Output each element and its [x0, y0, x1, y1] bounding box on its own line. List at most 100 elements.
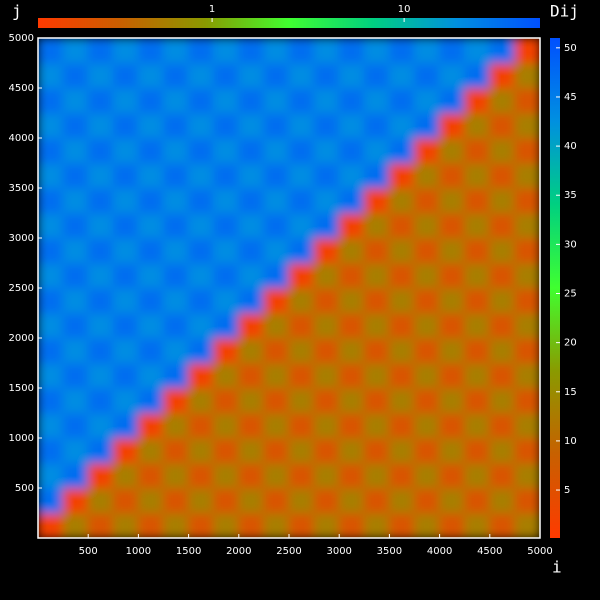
heatmap-cell	[414, 362, 441, 389]
heatmap-cell	[338, 462, 365, 489]
heatmap-cell	[514, 162, 540, 189]
heatmap-cell	[38, 62, 64, 89]
heatmap-cell	[313, 437, 340, 464]
heatmap-cell	[87, 38, 114, 64]
heatmap-cell	[62, 512, 89, 538]
heatmap-cell	[62, 87, 89, 114]
x-tick-label: 4500	[477, 546, 502, 557]
heatmap-cell	[112, 487, 139, 514]
heatmap-cell	[338, 262, 365, 289]
y-tick-label: 1500	[9, 383, 34, 394]
heatmap-cell	[137, 412, 164, 439]
heatmap-cell	[489, 162, 516, 189]
heatmap-cell	[414, 162, 441, 189]
heatmap-cell	[163, 212, 190, 239]
colorbar-tick-label: 30	[564, 239, 577, 250]
heatmap-cell	[464, 237, 491, 264]
colorbar-tick-label: 15	[564, 387, 577, 398]
heatmap-cell	[338, 487, 365, 514]
heatmap-cell	[363, 212, 390, 239]
heatmap-cell	[112, 212, 139, 239]
heatmap-cell	[112, 362, 139, 389]
heatmap-cell	[489, 237, 516, 264]
heatmap-cell	[38, 87, 64, 114]
heatmap-cell	[288, 387, 315, 414]
heatmap-cell	[137, 237, 164, 264]
heatmap-cell	[489, 512, 516, 538]
heatmap-cell	[489, 187, 516, 214]
heatmap-cell	[238, 337, 265, 364]
x-tick-label: 3000	[326, 546, 351, 557]
heatmap-cell	[213, 162, 240, 189]
heatmap-cell	[464, 462, 491, 489]
x-tick-label: 2000	[226, 546, 251, 557]
heatmap-cell	[338, 237, 365, 264]
heatmap-cell	[338, 162, 365, 189]
heatmap-cell	[112, 387, 139, 414]
heatmap-cell	[313, 112, 340, 139]
heatmap-cell	[288, 237, 315, 264]
top-colorbar	[38, 18, 540, 28]
heatmap-cell	[363, 62, 390, 89]
heatmap-cell	[188, 437, 215, 464]
heatmap-cell	[363, 38, 390, 64]
y-tick-label: 3000	[9, 233, 34, 244]
heatmap-cell	[489, 437, 516, 464]
heatmap-cell	[464, 187, 491, 214]
heatmap-cell	[137, 162, 164, 189]
heatmap-cell	[313, 387, 340, 414]
heatmap-cell	[87, 262, 114, 289]
heatmap-cell	[439, 162, 466, 189]
heatmap-cell	[112, 412, 139, 439]
heatmap-cell	[313, 212, 340, 239]
heatmap-cell	[263, 387, 290, 414]
heatmap-cell	[62, 362, 89, 389]
heatmap-cell	[288, 38, 315, 64]
heatmap-cell	[464, 512, 491, 538]
heatmap-cell	[388, 87, 415, 114]
heatmap-cell	[514, 262, 540, 289]
heatmap-cell	[464, 487, 491, 514]
heatmap-cell	[137, 512, 164, 538]
heatmap-cell	[388, 437, 415, 464]
heatmap-cell	[439, 312, 466, 339]
heatmap-cell	[414, 312, 441, 339]
heatmap-cell	[188, 262, 215, 289]
heatmap-cell	[439, 412, 466, 439]
heatmap-cell	[137, 462, 164, 489]
heatmap-cell	[313, 262, 340, 289]
heatmap-cell	[263, 262, 290, 289]
heatmap-cell	[439, 437, 466, 464]
heatmap-cell	[163, 38, 190, 64]
heatmap-cell	[514, 137, 540, 164]
heatmap-cell	[38, 112, 64, 139]
heatmap-cell	[62, 337, 89, 364]
heatmap-cell	[514, 287, 540, 314]
heatmap-cell	[263, 437, 290, 464]
colorbar-tick-label: 25	[564, 289, 577, 300]
heatmap-cell	[163, 287, 190, 314]
heatmap-cell	[464, 87, 491, 114]
heatmap-cell	[38, 187, 64, 214]
heatmap-cell	[163, 412, 190, 439]
heatmap-cell	[238, 212, 265, 239]
heatmap-cell	[263, 137, 290, 164]
heatmap-cell	[388, 212, 415, 239]
heatmap-cell	[288, 512, 315, 538]
heatmap-cell	[87, 137, 114, 164]
heatmap-cell	[163, 162, 190, 189]
heatmap-cell	[414, 287, 441, 314]
heatmap-cell	[489, 337, 516, 364]
heatmap-cell	[338, 312, 365, 339]
heatmap-cell	[514, 87, 540, 114]
heatmap-cell	[62, 162, 89, 189]
heatmap-cell	[137, 287, 164, 314]
heatmap-cell	[112, 237, 139, 264]
colorbar	[550, 38, 560, 538]
heatmap-cell	[38, 287, 64, 314]
heatmap-cell	[238, 462, 265, 489]
heatmap-cell	[388, 162, 415, 189]
heatmap-cell	[163, 437, 190, 464]
heatmap-cell	[238, 412, 265, 439]
heatmap-cell	[62, 487, 89, 514]
